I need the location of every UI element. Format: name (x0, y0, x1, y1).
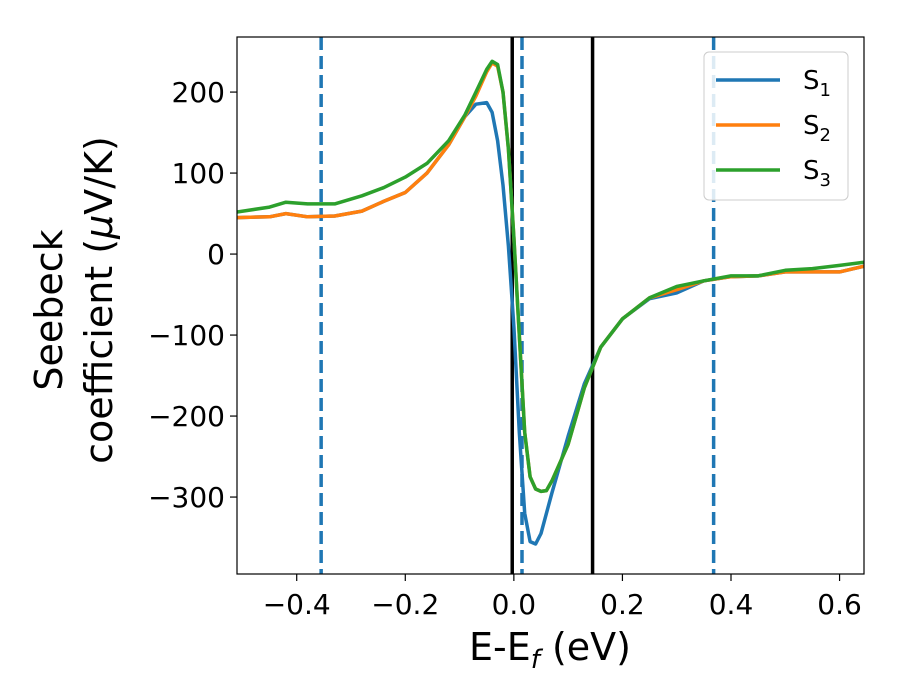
x-tick-label: −0.2 (371, 588, 439, 621)
series-layer (237, 59, 864, 546)
y-tick-label: −300 (148, 481, 225, 514)
x-tick-label: 0.6 (817, 588, 862, 621)
y-tick-label: 100 (172, 157, 225, 190)
x-axis-label: E-Ef (eV) (469, 625, 631, 675)
y-axis-label-line2: coefficient (μV/K) (77, 136, 121, 464)
y-axis-label: Seebeck coefficient (μV/K) (27, 136, 121, 464)
legend-label-s1: S1 (803, 66, 831, 101)
legend-label-s2: S2 (803, 111, 831, 146)
y-tick-label: −100 (148, 319, 225, 352)
x-tick-label: 0.4 (709, 588, 754, 621)
y-axis-label-line1: Seebeck (27, 229, 71, 390)
y-tick-label: −200 (148, 400, 225, 433)
y-tick-label: 0 (207, 238, 225, 271)
series-line-s3 (237, 59, 864, 494)
x-tick-label: −0.4 (263, 588, 331, 621)
x-tick-label: 0.2 (600, 588, 645, 621)
y-tick-label: 200 (172, 76, 225, 109)
legend: S1 S2 S3 (703, 51, 849, 201)
x-tick-label: 0.0 (492, 588, 537, 621)
legend-label-s3: S3 (803, 156, 831, 191)
plot-frame (236, 36, 865, 575)
x-axis-ticks: −0.4 −0.2 0.0 0.2 0.4 0.6 (263, 574, 862, 621)
y-axis-ticks: 200 100 0 −100 −200 −300 (148, 76, 237, 514)
